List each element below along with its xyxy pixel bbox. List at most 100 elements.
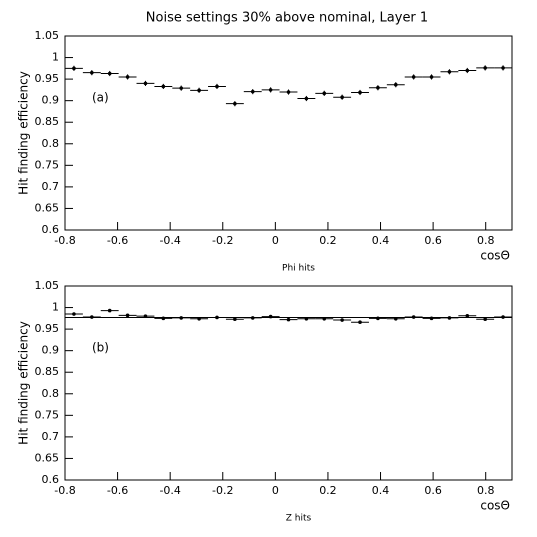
data-point [322,316,327,321]
data-point [268,314,273,319]
y-tick-label: 0.85 [35,365,60,378]
x-tick-label: 0 [272,484,279,497]
data-point [125,75,130,79]
data-point [501,315,505,319]
data-point [322,91,327,96]
data-point [358,90,362,95]
data-point [250,89,255,94]
data-point [411,315,416,319]
y-tick-label: 0.65 [35,201,60,214]
data-point [465,68,470,73]
x-tick-label: 0.2 [319,234,337,247]
data-point [197,88,201,93]
x-tick-label: 0 [272,234,279,247]
x-tick-label: 0.6 [424,234,442,247]
data-point [393,316,398,321]
y-tick-label: 0.75 [35,158,60,171]
data-point [340,95,344,100]
data-point [286,317,291,322]
x-tick-label: 0.6 [424,484,442,497]
y-tick-label: 0.6 [42,473,60,486]
data-point [483,317,487,321]
data-point [393,82,398,87]
data-point [125,313,130,318]
x-tick-label: -0.8 [54,484,75,497]
axis-title: cosΘ [480,249,510,263]
x-tick-label: 0.8 [477,234,495,247]
data-point [72,66,76,71]
y-axis-label: Hit finding efficiency [17,321,31,445]
data-point [465,313,470,318]
data-point [233,317,237,321]
data-point [161,84,166,89]
data-point [215,84,219,89]
y-tick-label: 1.05 [35,279,60,292]
annotation: (b) [92,341,109,355]
data-point [304,316,309,321]
x-tick-label: -0.4 [159,234,180,247]
plot-frame [64,35,513,231]
data-point [447,316,452,320]
data-point [72,312,76,316]
x-axis-label: Z hits [286,514,312,524]
data-point [447,69,452,74]
y-tick-label: 0.7 [42,430,60,443]
chart-title: Noise settings 30% above nominal, Layer … [146,11,428,26]
data-point [107,71,112,76]
annotation: (a) [92,91,109,105]
data-point [233,101,237,106]
axis-title: cosΘ [480,499,510,513]
data-point [143,81,148,86]
y-axis-label: Hit finding efficiency [17,71,31,195]
data-point [90,70,94,75]
data-point [411,75,416,79]
data-point [286,90,291,94]
data-point [340,318,344,322]
plot-frame [64,285,513,481]
data-point [483,66,487,70]
x-tick-label: -0.4 [159,484,180,497]
x-tick-label: 0.4 [372,234,390,247]
data-point [376,85,380,90]
x-tick-label: -0.6 [107,484,128,497]
x-tick-label: 0.2 [319,484,337,497]
data-point [215,315,219,320]
data-point [429,316,434,321]
x-axis-label: Phi hits [282,264,315,274]
x-tick-label: -0.2 [212,234,233,247]
y-tick-label: 0.8 [42,137,60,150]
x-tick-label: 0.8 [477,484,495,497]
data-point [179,86,184,90]
data-point [143,314,148,318]
y-tick-label: 0.95 [35,72,60,85]
y-tick-label: 1.05 [35,29,60,42]
y-tick-label: 0.8 [42,387,60,400]
y-tick-label: 0.7 [42,180,60,193]
x-tick-label: -0.8 [54,234,75,247]
y-tick-label: 0.65 [35,451,60,464]
data-point [161,316,166,321]
x-tick-label: -0.2 [212,484,233,497]
data-point [250,316,255,320]
y-tick-label: 1 [52,51,59,64]
y-tick-label: 0.9 [42,94,60,107]
data-point [268,88,273,92]
data-point [304,96,309,101]
y-tick-label: 0.85 [35,115,60,128]
data-point [501,66,505,70]
data-point [358,320,362,325]
data-point [179,316,184,320]
y-tick-label: 0.95 [35,322,60,335]
y-tick-label: 0.75 [35,408,60,421]
data-point [107,308,112,313]
y-tick-label: 0.9 [42,344,60,357]
data-point [376,316,380,321]
data-point [90,315,94,319]
x-tick-label: 0.4 [372,484,390,497]
data-point [429,75,434,79]
data-point [197,316,201,321]
x-tick-label: -0.6 [107,234,128,247]
y-tick-label: 1 [52,301,59,314]
y-tick-label: 0.6 [42,223,60,236]
